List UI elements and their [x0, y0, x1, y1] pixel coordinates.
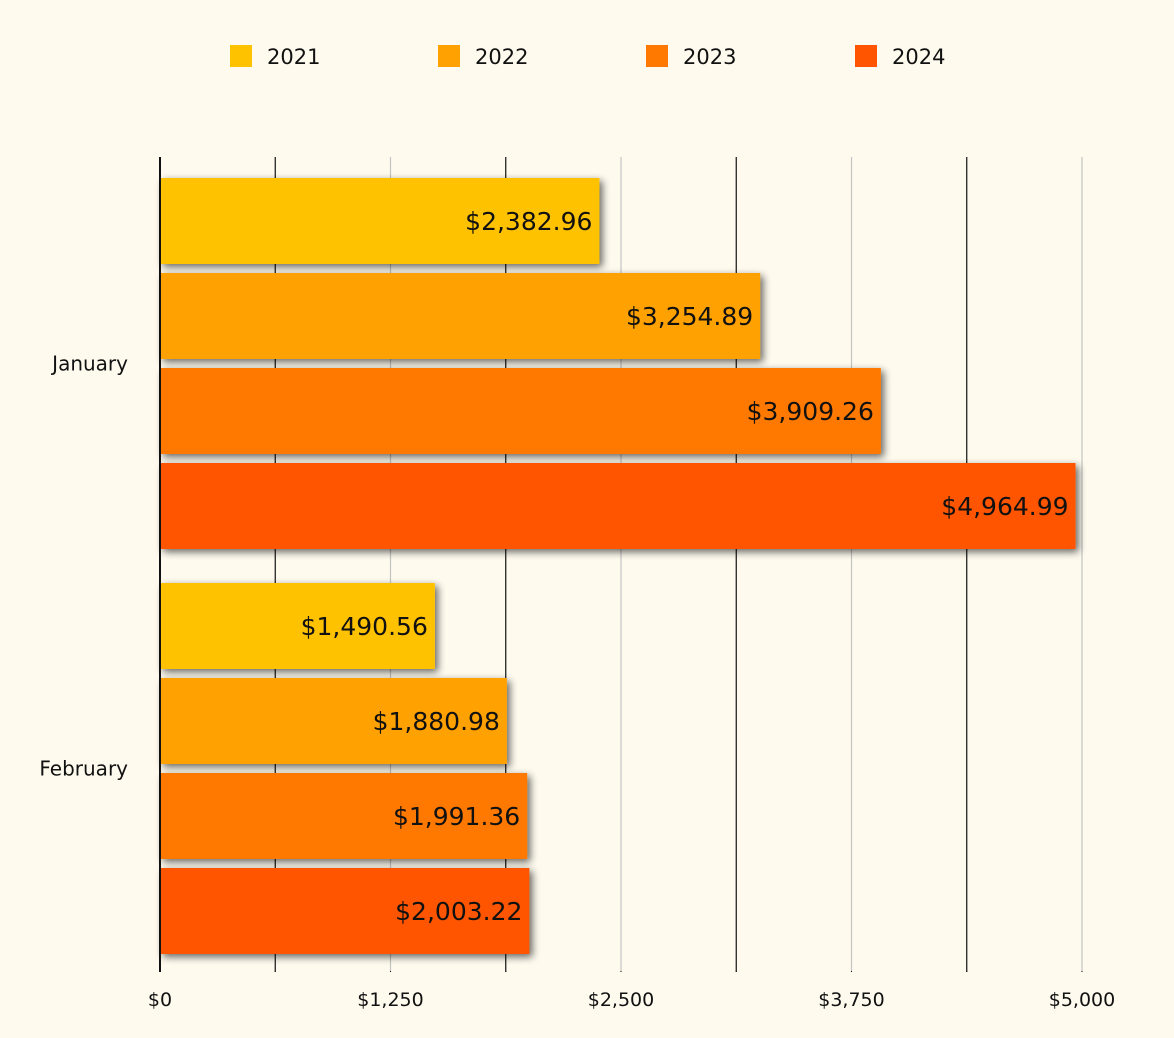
- bar[interactable]: [160, 868, 530, 954]
- legend-swatch: [230, 45, 252, 67]
- bar-group: $1,490.56 $1,880.98 $1,991.36 $2,003.22: [160, 583, 530, 954]
- axes: January February $0 $1,250 $2,500 $3,750 $5,00…: [39, 157, 1115, 1011]
- bar[interactable]: [160, 773, 528, 859]
- legend-label: 2021: [267, 45, 320, 69]
- x-tick-label: $2,500: [588, 989, 654, 1011]
- legend-swatch: [855, 45, 877, 67]
- legend-item[interactable]: 2024: [855, 45, 945, 69]
- legend-swatch: [438, 45, 460, 67]
- legend-label: 2022: [475, 45, 528, 69]
- bar-value-label: $1,991.36: [393, 802, 520, 831]
- x-tick-label: $1,250: [357, 989, 423, 1011]
- legend-item[interactable]: 2021: [230, 45, 320, 69]
- bar-value-label: $3,254.89: [626, 302, 753, 331]
- bar-value-label: $1,490.56: [301, 612, 428, 641]
- bar[interactable]: [160, 273, 761, 359]
- bar-value-label: $2,382.96: [465, 207, 592, 236]
- bar[interactable]: [160, 678, 507, 764]
- legend-item[interactable]: 2022: [438, 45, 528, 69]
- x-tick-label: $0: [148, 989, 172, 1011]
- x-tick-label: $5,000: [1049, 989, 1115, 1011]
- legend: 2021 2022 2023 2024: [230, 45, 945, 69]
- bar[interactable]: [160, 178, 600, 264]
- bar[interactable]: [160, 368, 881, 454]
- legend-swatch: [646, 45, 668, 67]
- bar[interactable]: [160, 583, 435, 669]
- legend-item[interactable]: 2023: [646, 45, 736, 69]
- legend-label: 2023: [683, 45, 736, 69]
- bar-value-label: $3,909.26: [747, 397, 874, 426]
- category-label: January: [50, 352, 128, 376]
- category-label: February: [39, 757, 128, 781]
- x-tick-label: $3,750: [818, 989, 884, 1011]
- bar[interactable]: [160, 463, 1076, 549]
- legend-label: 2024: [892, 45, 945, 69]
- bar-value-label: $1,880.98: [373, 707, 500, 736]
- bar-value-label: $2,003.22: [395, 897, 522, 926]
- bar-group: $2,382.96 $3,254.89 $3,909.26 $4,964.99: [160, 178, 1076, 549]
- bars: $2,382.96 $3,254.89 $3,909.26 $4,964.99 $1,4…: [160, 178, 1076, 954]
- bar-value-label: $4,964.99: [941, 492, 1068, 521]
